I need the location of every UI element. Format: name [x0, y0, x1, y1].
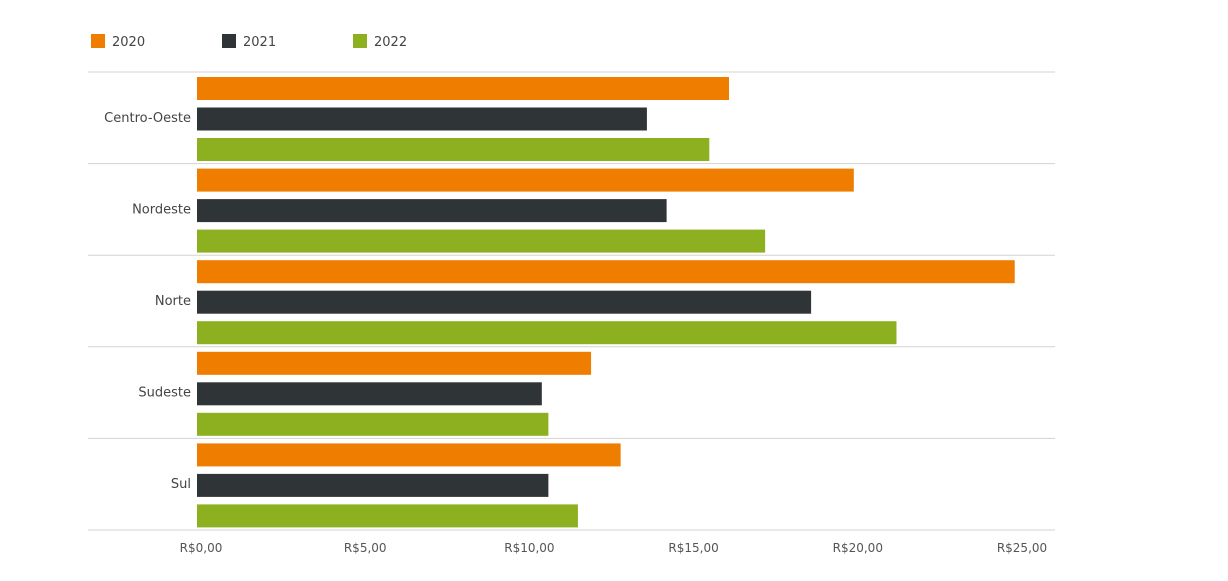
- bar-2020-norte[interactable]: [197, 260, 1015, 284]
- legend-swatch: [91, 34, 105, 48]
- legend-item-2020[interactable]: 2020: [91, 34, 145, 50]
- bar-2022-nordeste[interactable]: [197, 229, 766, 253]
- bar-2022-sudeste[interactable]: [197, 412, 549, 436]
- legend-label: 2020: [112, 35, 145, 50]
- bar-2021-sul[interactable]: [197, 473, 549, 497]
- legend-swatch: [222, 34, 236, 48]
- category-label: Centro-Oeste: [104, 111, 191, 126]
- x-tick-label: R$25,00: [997, 541, 1047, 555]
- legend-item-2021[interactable]: 2021: [222, 34, 276, 50]
- bar-2020-centro-oeste[interactable]: [197, 77, 730, 100]
- bar-2021-nordeste[interactable]: [197, 199, 667, 223]
- bar-2022-sul[interactable]: [197, 504, 578, 528]
- x-tick-label: R$0,00: [180, 541, 223, 555]
- category-labels: Centro-Oeste Nordeste Norte Sudeste Sul: [104, 111, 191, 492]
- category-label: Sul: [171, 477, 191, 492]
- category-separators: [88, 71, 1055, 531]
- bar-2020-nordeste[interactable]: [197, 168, 854, 192]
- category-label: Norte: [155, 294, 191, 309]
- legend-label: 2022: [374, 35, 407, 50]
- category-label: Nordeste: [132, 202, 191, 217]
- bar-2020-sul[interactable]: [197, 443, 621, 467]
- legend-swatch: [353, 34, 367, 48]
- legend: 2020 2021 2022: [91, 34, 407, 50]
- category-label: Sudeste: [138, 386, 191, 401]
- bar-2021-sudeste[interactable]: [197, 382, 542, 406]
- x-tick-label: R$5,00: [344, 541, 387, 555]
- bar-2021-centro-oeste[interactable]: [197, 107, 647, 131]
- x-tick-label: R$15,00: [668, 541, 718, 555]
- x-tick-label: R$10,00: [504, 541, 554, 555]
- bar-2020-sudeste[interactable]: [197, 351, 592, 375]
- legend-item-2022[interactable]: 2022: [353, 34, 407, 50]
- x-tick-label: R$20,00: [833, 541, 883, 555]
- bar-2022-centro-oeste[interactable]: [197, 138, 710, 161]
- bar-2022-norte[interactable]: [197, 321, 897, 345]
- bars-group: [197, 77, 1015, 528]
- bar-2021-norte[interactable]: [197, 290, 812, 314]
- x-axis-tick-labels: R$0,00 R$5,00 R$10,00 R$15,00 R$20,00 R$25,00: [180, 541, 1048, 555]
- legend-label: 2021: [243, 35, 276, 50]
